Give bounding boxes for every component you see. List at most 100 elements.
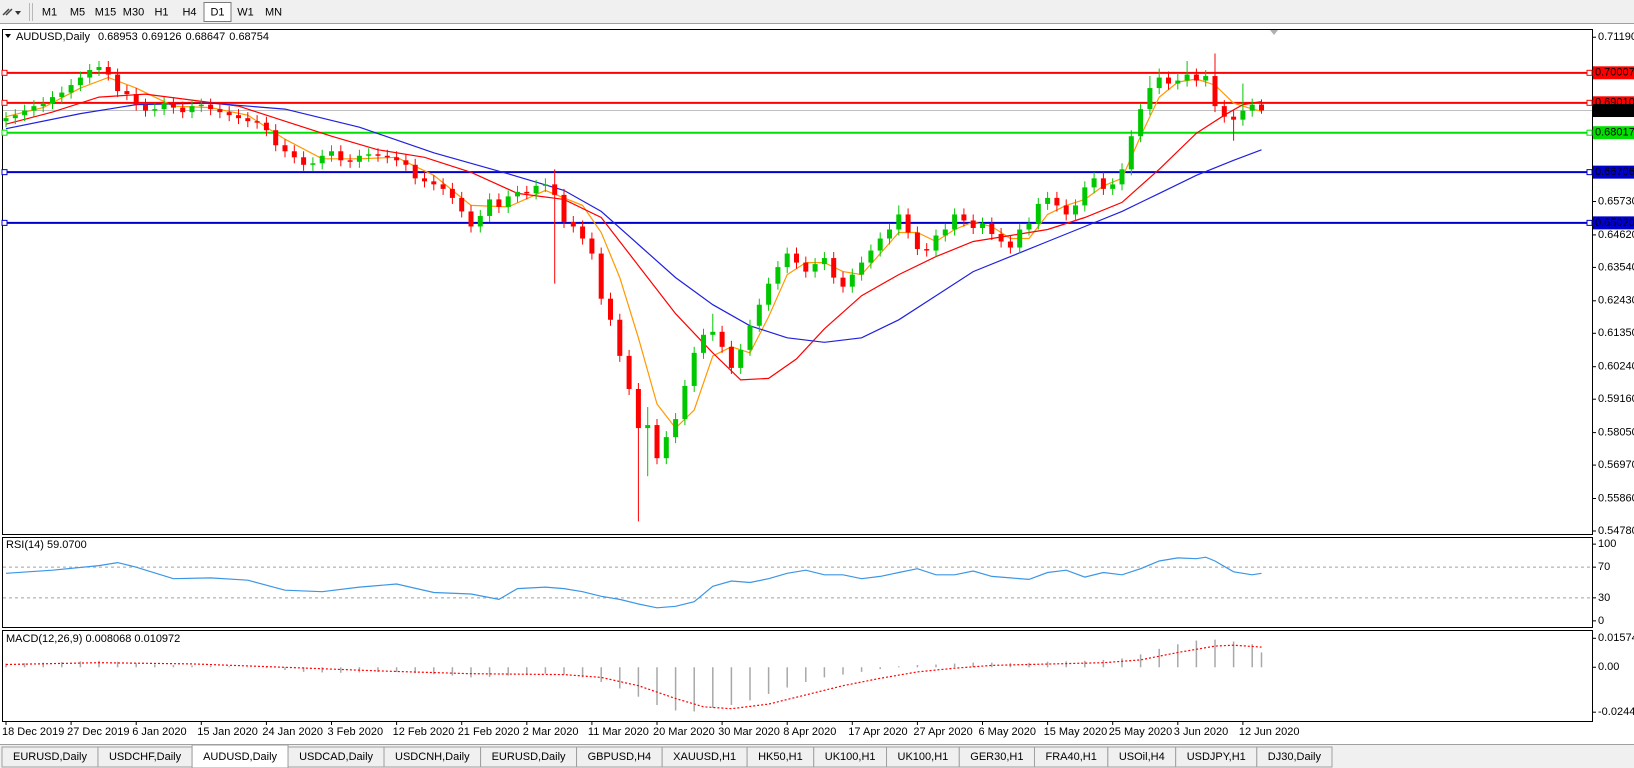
symbol-tab[interactable]: HK50,H1 [746, 746, 815, 768]
candle-body [68, 85, 74, 93]
symbol-tab[interactable]: AUDUSD,Daily [191, 744, 289, 768]
candle-body [887, 229, 892, 239]
timeframe-button[interactable]: M30 [120, 2, 147, 22]
candle-body [273, 130, 279, 146]
symbol-tab[interactable]: USDCAD,Daily [287, 746, 385, 768]
candle-body [96, 67, 102, 71]
timeframe-button[interactable]: MN [260, 2, 287, 22]
symbol-tab[interactable]: FRA40,H1 [1033, 746, 1109, 768]
timeframe-button[interactable]: H4 [176, 2, 203, 22]
rsi-panel [2, 537, 1593, 628]
rsi-line [5, 556, 1262, 609]
level-handle [1, 69, 8, 76]
candle-body [840, 277, 846, 287]
candle-body [338, 151, 344, 161]
candle-body [989, 223, 995, 235]
timeframe-button[interactable]: M15 [92, 2, 119, 22]
tool-icon[interactable] [2, 8, 21, 16]
timeframe-button[interactable]: D1 [203, 2, 232, 22]
symbol-tab[interactable]: USDJPY,H1 [1175, 746, 1258, 768]
timeframe-label: MN [265, 6, 282, 18]
tab-label: USDCAD,Daily [299, 751, 373, 763]
x-tick-label: 17 Apr 2020 [848, 726, 907, 738]
symbol-tab[interactable]: GBPUSD,H4 [576, 746, 663, 768]
timeframe-button[interactable]: W1 [232, 2, 259, 22]
x-tick-label: 25 May 2020 [1109, 726, 1173, 738]
timeframe-button[interactable]: M5 [64, 2, 91, 22]
candle-body [152, 109, 158, 111]
x-tick-label: 24 Jan 2020 [262, 726, 323, 738]
candle-body [347, 160, 353, 162]
symbol-title: AUDUSD,Daily [16, 31, 90, 43]
y-tick-label: 30 [1598, 592, 1610, 604]
candle-body [756, 304, 762, 326]
symbol-tab[interactable]: XAUUSD,H1 [661, 746, 748, 768]
candle-body [859, 262, 865, 275]
candle-body [784, 253, 790, 268]
symbol-tab[interactable]: DJ30,Daily [1256, 746, 1333, 768]
candle-body [924, 249, 930, 251]
main-panel [2, 29, 1593, 535]
timeframe-button[interactable]: H1 [148, 2, 175, 22]
symbol-tab[interactable]: UK100,H1 [813, 746, 888, 768]
x-tick-label: 18 Dec 2019 [2, 726, 64, 738]
chart-header: AUDUSD,Daily 0.68953 0.69126 0.68647 0.68754 [16, 31, 269, 43]
button-face [203, 2, 232, 22]
symbol-tab[interactable]: USDCHF,Daily [97, 746, 193, 768]
symbol-tab[interactable]: USDCNH,Daily [383, 746, 482, 768]
candle-body [1045, 197, 1051, 204]
x-tick-label: 27 Dec 2019 [67, 726, 129, 738]
x-tick-label: 21 Feb 2020 [458, 726, 520, 738]
candle-body [608, 298, 613, 320]
button-face [92, 2, 119, 22]
y-tick-label: 0.64620 [1598, 229, 1634, 241]
candle-body [22, 110, 28, 116]
button-face [232, 2, 259, 22]
candle-body [384, 155, 390, 158]
pen-icon [2, 8, 13, 16]
candle-body [1259, 104, 1264, 111]
candle-body [961, 214, 967, 221]
candle-body [161, 103, 167, 110]
candle-body [59, 92, 65, 98]
x-tick-label: 2 Mar 2020 [523, 726, 579, 738]
symbol-tab[interactable]: USOil,H4 [1107, 746, 1177, 768]
candle-body [180, 107, 186, 113]
y-tick-label: -0.02441 [1598, 706, 1634, 718]
tab-label: DJ30,Daily [1268, 751, 1322, 763]
candle-body [301, 157, 307, 165]
candle-body [738, 349, 744, 368]
timeframe-label: H4 [182, 6, 196, 18]
symbol-tab[interactable]: GER30,H1 [958, 746, 1035, 768]
level-price-label: 0.68017 [1595, 127, 1634, 139]
indicator-title: MACD(12,26,9) 0.008068 0.010972 [6, 633, 180, 645]
candle-body [12, 115, 18, 119]
candle-body [868, 250, 874, 263]
macd-panel [2, 630, 1593, 722]
candle-body [40, 103, 46, 107]
tab-label: GER30,H1 [970, 751, 1023, 763]
symbol-tab[interactable]: UK100,H1 [886, 746, 960, 768]
candle-body [1221, 106, 1227, 117]
candle-body [812, 264, 818, 272]
button-face [120, 2, 147, 22]
level-handle [1, 99, 8, 106]
symbol-tab[interactable]: EURUSD,Daily [480, 746, 578, 768]
candle-body [3, 118, 9, 122]
candle-body [673, 419, 679, 438]
symbol-tab[interactable]: EURUSD,Daily [1, 746, 99, 768]
candle-body [1119, 169, 1125, 185]
candle-body [496, 199, 502, 207]
candle-body [998, 234, 1004, 242]
candle-body [431, 181, 437, 185]
level-price-label: 0.70007 [1595, 67, 1634, 79]
level-handle [1, 219, 8, 226]
tab-label: USDCHF,Daily [109, 751, 182, 763]
candle-body [217, 109, 223, 113]
moving-average [5, 76, 1262, 429]
timeframe-button[interactable]: M1 [36, 2, 63, 22]
candle-body [552, 184, 558, 195]
x-tick-label: 11 Mar 2020 [588, 726, 649, 738]
level-handle [1586, 99, 1593, 106]
